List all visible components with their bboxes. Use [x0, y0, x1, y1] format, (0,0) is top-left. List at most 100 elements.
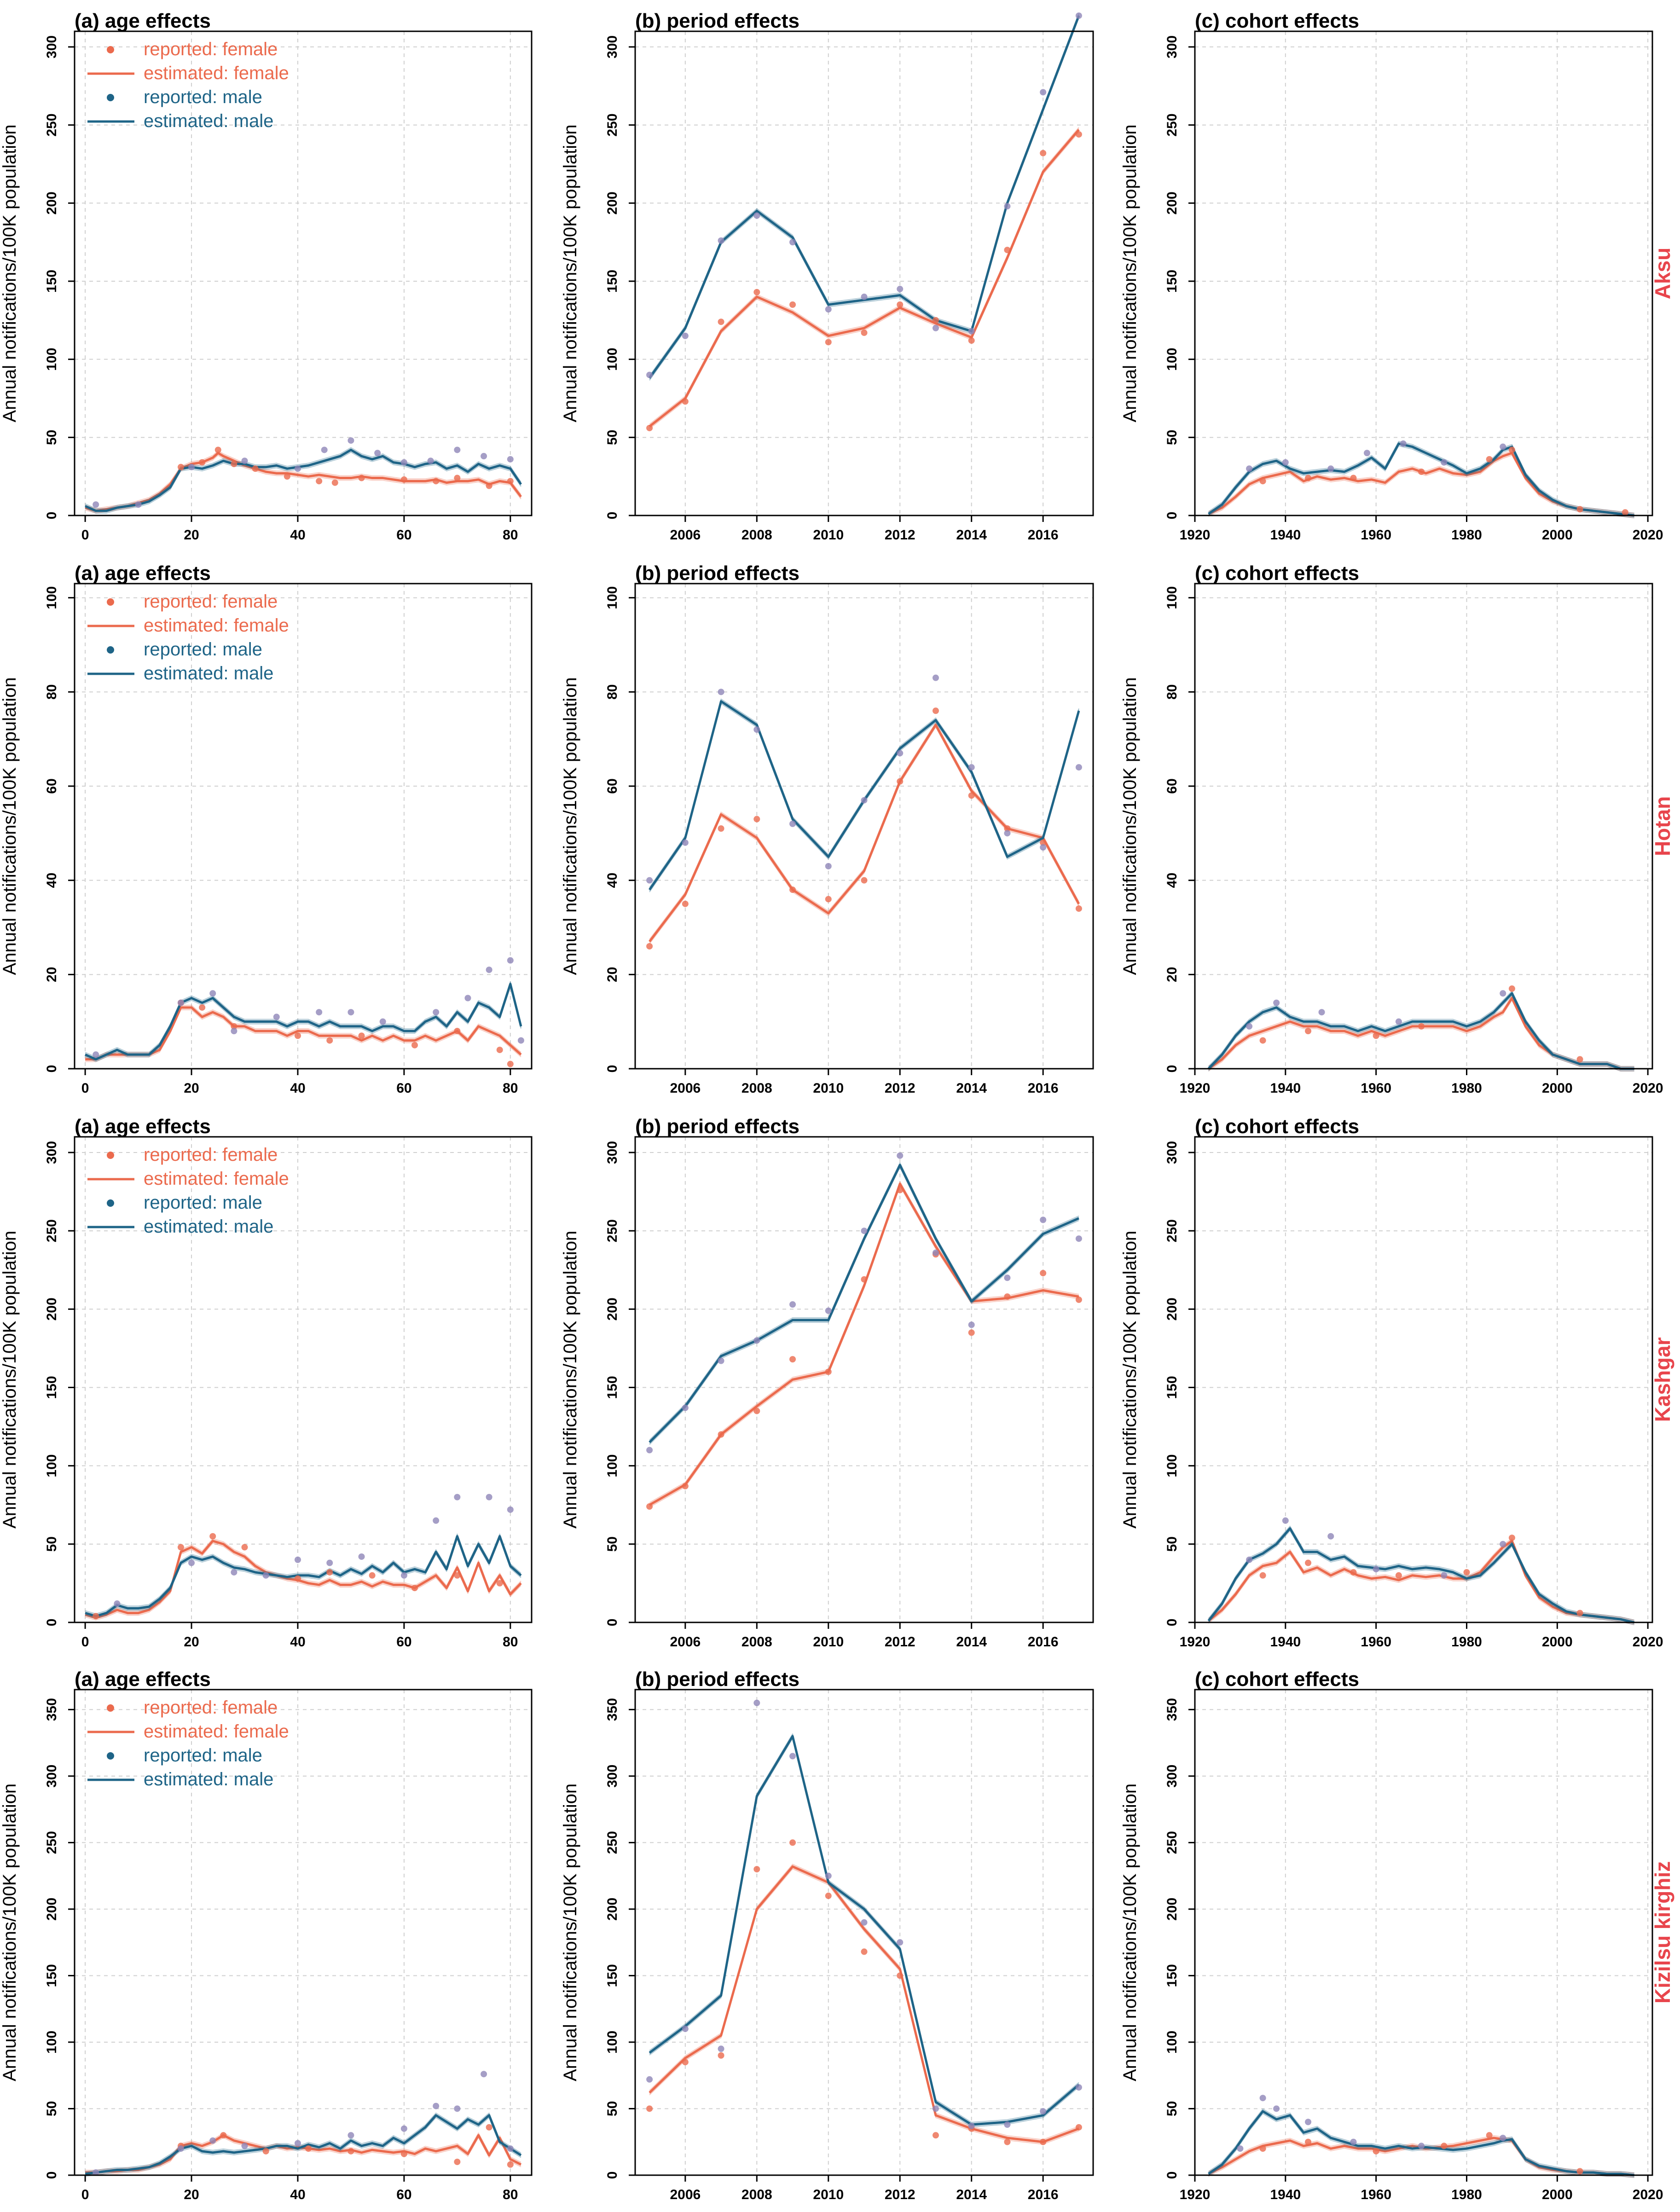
- data-point-male: [718, 237, 724, 244]
- data-point-female: [825, 896, 832, 903]
- series-band-male: [649, 13, 1079, 376]
- data-point-female: [682, 900, 689, 907]
- series-band-male: [85, 452, 521, 514]
- x-tick-label: 2000: [1542, 1081, 1573, 1096]
- y-tick-label: 250: [1164, 1219, 1180, 1242]
- data-point-male: [1327, 1533, 1334, 1540]
- series-band-male: [1208, 995, 1634, 1071]
- data-point-female: [646, 424, 653, 431]
- panel-title: (c) cohort effects: [1195, 562, 1359, 585]
- data-point-female: [646, 2105, 653, 2112]
- y-tick-label: 50: [605, 1536, 620, 1552]
- data-point-male: [1418, 2143, 1425, 2149]
- data-point-male: [1500, 2135, 1506, 2142]
- data-point-female: [932, 317, 939, 324]
- x-tick-label: 1940: [1270, 527, 1301, 543]
- data-point-male: [486, 967, 492, 973]
- data-point-female: [1576, 1610, 1583, 1616]
- x-tick-label: 1940: [1270, 1634, 1301, 1650]
- legend-label: estimated: female: [144, 63, 289, 83]
- y-tick-label: 80: [1164, 684, 1180, 700]
- y-tick-label: 20: [1164, 967, 1180, 982]
- x-tick-label: 60: [396, 1634, 411, 1650]
- series-line-male: [85, 2114, 522, 2175]
- series-band-female: [649, 128, 1079, 426]
- data-point-male: [1075, 2084, 1082, 2091]
- data-point-female: [331, 479, 338, 486]
- data-point-female: [199, 459, 206, 466]
- series-band-female: [1208, 2140, 1634, 2178]
- data-point-male: [753, 212, 760, 219]
- y-tick-label: 50: [605, 430, 620, 445]
- data-point-female: [1576, 1056, 1583, 1063]
- data-point-female: [718, 2052, 724, 2059]
- data-point-male: [1305, 2119, 1312, 2125]
- data-point-female: [968, 792, 975, 799]
- region-label: Aksu: [1651, 248, 1674, 299]
- series-band-female: [85, 450, 521, 509]
- y-axis-title: Annual notifications/100K population: [560, 677, 580, 975]
- data-point-female: [400, 476, 407, 483]
- series-line-female: [85, 1006, 522, 1061]
- series-band-female: [1208, 1538, 1634, 1621]
- series-band-female: [85, 1009, 521, 1062]
- x-tick-label: 60: [396, 1081, 411, 1096]
- y-tick-label: 100: [44, 348, 59, 371]
- data-point-male: [348, 437, 354, 444]
- data-point-female: [718, 1431, 724, 1438]
- series-line-female: [649, 129, 1080, 428]
- x-tick-label: 1920: [1180, 1634, 1211, 1650]
- series-band-male: [85, 2117, 521, 2177]
- x-tick-label: 1960: [1361, 1634, 1391, 1650]
- x-tick-label: 2016: [1028, 527, 1059, 543]
- data-point-female: [199, 1004, 206, 1011]
- data-point-female: [507, 478, 514, 485]
- series-line-male: [1208, 2110, 1634, 2177]
- y-tick-label: 200: [605, 191, 620, 214]
- x-tick-label: 0: [81, 2187, 89, 2202]
- data-point-female: [358, 1032, 365, 1039]
- data-point-female: [262, 2148, 269, 2154]
- y-tick-label: 150: [605, 270, 620, 293]
- data-point-male: [861, 797, 868, 804]
- series-line-male: [85, 448, 522, 512]
- y-axis-title: Annual notifications/100K population: [1120, 124, 1140, 422]
- series-band-male: [649, 1165, 1079, 1444]
- plot-frame: [1194, 1136, 1653, 1623]
- y-tick-label: 250: [44, 114, 59, 137]
- panel-title: (a) age effects: [75, 1115, 211, 1138]
- data-point-female: [1395, 1572, 1402, 1579]
- x-tick-label: 2006: [670, 527, 701, 543]
- data-point-female: [968, 1329, 975, 1336]
- panel-cohort-kashgar: 0 50 100 150 200 250 300 1920 1940 1960 1980 2000 20…: [1120, 1115, 1663, 1650]
- data-point-male: [932, 2105, 939, 2112]
- region-label: Kizilsu kirghiz: [1651, 1861, 1674, 2004]
- data-point-male: [897, 750, 904, 757]
- data-point-male: [1075, 12, 1082, 19]
- y-tick-label: 200: [44, 191, 59, 214]
- data-point-female: [326, 1569, 333, 1576]
- y-tick-label: 60: [1164, 778, 1180, 793]
- series-band-male: [649, 17, 1079, 380]
- series-line-female: [85, 1540, 522, 1619]
- data-point-male: [1327, 465, 1334, 472]
- data-point-female: [1463, 1569, 1470, 1576]
- series-band-male: [1208, 2113, 1634, 2178]
- data-point-male: [348, 1009, 354, 1016]
- y-tick-label: 350: [1164, 1698, 1180, 1721]
- y-tick-label: 20: [44, 967, 59, 982]
- data-point-female: [1040, 1270, 1047, 1277]
- data-point-male: [646, 1447, 653, 1453]
- legend-marker-point: [107, 646, 114, 654]
- x-tick-label: 2010: [813, 1081, 844, 1096]
- data-point-male: [188, 463, 195, 470]
- data-point-female: [861, 1948, 868, 1955]
- plot-frame: [1194, 30, 1653, 516]
- series-band-male: [85, 981, 521, 1058]
- x-tick-label: 80: [503, 1081, 518, 1096]
- data-point-male: [825, 1307, 832, 1314]
- data-point-female: [789, 1356, 796, 1363]
- x-tick-label: 2012: [885, 1634, 915, 1650]
- x-tick-label: 1980: [1451, 1634, 1482, 1650]
